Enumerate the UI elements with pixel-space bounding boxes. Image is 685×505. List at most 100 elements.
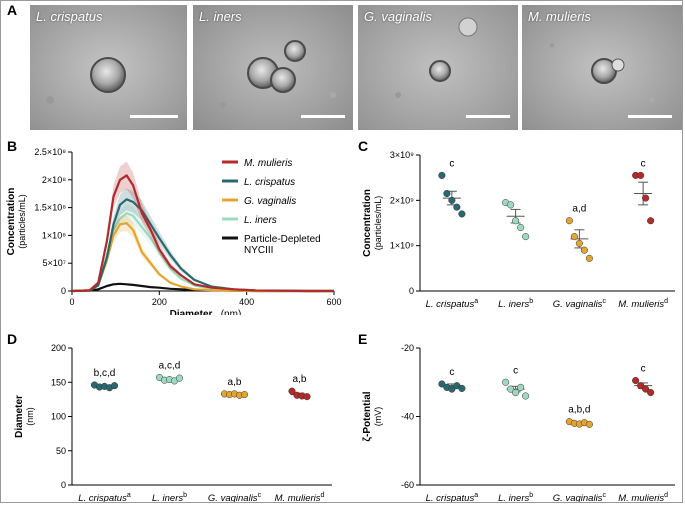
d-annotation-1: a,c,d <box>159 360 181 371</box>
scale-bar-3 <box>466 115 510 118</box>
b-series-band-2 <box>72 215 334 291</box>
e-annotation-1: c <box>513 365 518 376</box>
c-x-tick-name-2: G. vaginalis <box>553 299 603 310</box>
d-y-tick-label: 200 <box>51 343 66 353</box>
e-x-tick-sup-0: a <box>474 492 478 499</box>
b-y-axis-label-unit: (particles/mL) <box>17 194 27 249</box>
c-x-tick-label-0: L. crispatusa <box>426 298 479 310</box>
c-x-tick-name-3: M. mulieris <box>618 299 664 310</box>
c-point-1-1 <box>507 201 515 209</box>
e-x-tick-sup-3: d <box>664 492 668 499</box>
b-y-axis-label: Concentration <box>6 188 17 256</box>
e-x-tick-name-1: L. iners <box>498 493 529 504</box>
e-x-tick-sup-2: c <box>602 492 606 499</box>
d-x-tick-label-0: L. crispatusa <box>78 492 131 504</box>
c-point-0-2 <box>448 196 456 204</box>
c-annotation-3: c <box>641 158 646 169</box>
e-point-1-3 <box>517 383 525 391</box>
scale-bar-2 <box>301 115 345 118</box>
d-x-tick-label-3: M. mulierisd <box>275 492 325 504</box>
c-x-tick-name-1: L. iners <box>498 299 529 310</box>
micrograph-1 <box>30 5 187 130</box>
c-point-2-0 <box>565 217 573 225</box>
c-point-2-4 <box>585 254 593 262</box>
b-legend-label-0: M. mulieris <box>244 158 292 169</box>
b-y-tick-label: 2.5×10⁸ <box>34 147 66 157</box>
d-point-3-0 <box>288 387 296 395</box>
e-annotation-0: c <box>449 367 454 378</box>
panel-letter-e: E <box>358 331 368 347</box>
b-series-line-3 <box>71 212 334 293</box>
c-x-tick-label-1: L. inersb <box>498 298 533 310</box>
e-y-tick-label: -60 <box>401 480 414 490</box>
e-point-1-4 <box>522 392 530 400</box>
c-point-1-3 <box>517 223 525 232</box>
d-x-tick-sup-1: b <box>183 492 187 499</box>
c-y-axis-label: Concentration <box>362 189 373 257</box>
e-x-tick-name-0: L. crispatus <box>426 493 475 504</box>
panel-letter-b: B <box>7 138 18 154</box>
e-x-tick-label-0: L. crispatusa <box>426 492 479 504</box>
em-image-4: M. mulieris <box>522 5 682 130</box>
b-series-band-3 <box>72 203 334 291</box>
b-x-tick-label: 200 <box>152 297 167 307</box>
c-x-tick-sup-3: d <box>664 298 668 305</box>
d-point-2-4 <box>240 391 249 399</box>
e-y-axis-label: ζ-Potential <box>362 391 373 441</box>
c-y-tick-label: 3×10⁹ <box>390 150 414 160</box>
b-x-tick-label: 600 <box>326 297 341 307</box>
em-image-2: L. iners <box>193 5 353 130</box>
panel-letter-c: C <box>358 138 369 154</box>
e-point-3-3 <box>647 388 655 397</box>
c-point-0-4 <box>458 210 466 218</box>
d-point-0-4 <box>110 382 119 390</box>
e-x-tick-name-3: M. mulieris <box>618 493 664 504</box>
c-point-3-3 <box>647 217 655 225</box>
e-point-0-4 <box>458 384 466 392</box>
b-series-line-0 <box>71 174 334 293</box>
d-point-3-3 <box>303 393 311 401</box>
d-x-tick-name-3: M. mulieris <box>275 493 321 504</box>
scale-bar-1 <box>130 115 178 118</box>
c-annotation-0: c <box>449 158 454 169</box>
em-image-1: L. crispatus <box>30 5 187 130</box>
c-point-2-3 <box>580 246 588 254</box>
c-x-tick-label-2: G. vaginalisc <box>553 298 607 310</box>
d-y-tick-label: 100 <box>51 412 66 422</box>
d-annotation-0: b,c,d <box>94 368 116 379</box>
c-annotation-2: a,d <box>572 204 586 215</box>
chart-c: 0 1×10⁹ 2×10⁹ 3×10⁹ Concentration (particles/… <box>362 150 675 310</box>
e-x-tick-name-2: G. vaginalis <box>553 493 603 504</box>
e-y-tick-label: -20 <box>401 343 414 353</box>
b-x-axis-unit: (nm) <box>221 309 242 315</box>
em-image-strip: L. crispatus L. iners G. vaginalis <box>30 5 682 130</box>
c-y-tick-label: 1×10⁹ <box>390 241 414 251</box>
panel-letter-d: D <box>7 331 18 347</box>
b-y-tick-label: 1×10⁸ <box>42 230 66 240</box>
c-point-0-1 <box>443 189 451 198</box>
c-x-tick-sup-2: c <box>602 298 606 305</box>
b-legend-label-4: Particle-Depleted <box>244 234 321 245</box>
b-legend-label-3: L. iners <box>244 215 277 226</box>
d-y-tick-label: 50 <box>56 446 66 456</box>
b-legend-label-1: L. crispatus <box>244 177 295 188</box>
e-point-0-2 <box>448 385 456 393</box>
d-x-tick-name-0: L. crispatus <box>78 493 127 504</box>
e-point-2-4 <box>585 420 593 428</box>
b-series-band-0 <box>72 161 334 291</box>
b-series-band-1 <box>72 188 334 291</box>
d-x-tick-label-1: L. inersb <box>152 492 187 504</box>
c-point-0-3 <box>453 203 461 211</box>
b-y-tick-label: 0 <box>61 286 66 296</box>
d-annotation-3: a,b <box>293 374 307 385</box>
c-y-tick-label: 2×10⁹ <box>390 195 414 205</box>
e-y-axis-label-unit: (mV) <box>373 407 383 427</box>
b-legend-label-2: G. vaginalis <box>244 196 296 207</box>
micrograph-3 <box>358 5 518 130</box>
c-point-2-2 <box>575 239 583 247</box>
e-point-3-0 <box>632 376 640 385</box>
e-annotation-2: a,b,d <box>568 405 590 416</box>
d-y-axis-label-unit: (nm) <box>25 407 35 426</box>
c-point-1-2 <box>512 217 520 225</box>
